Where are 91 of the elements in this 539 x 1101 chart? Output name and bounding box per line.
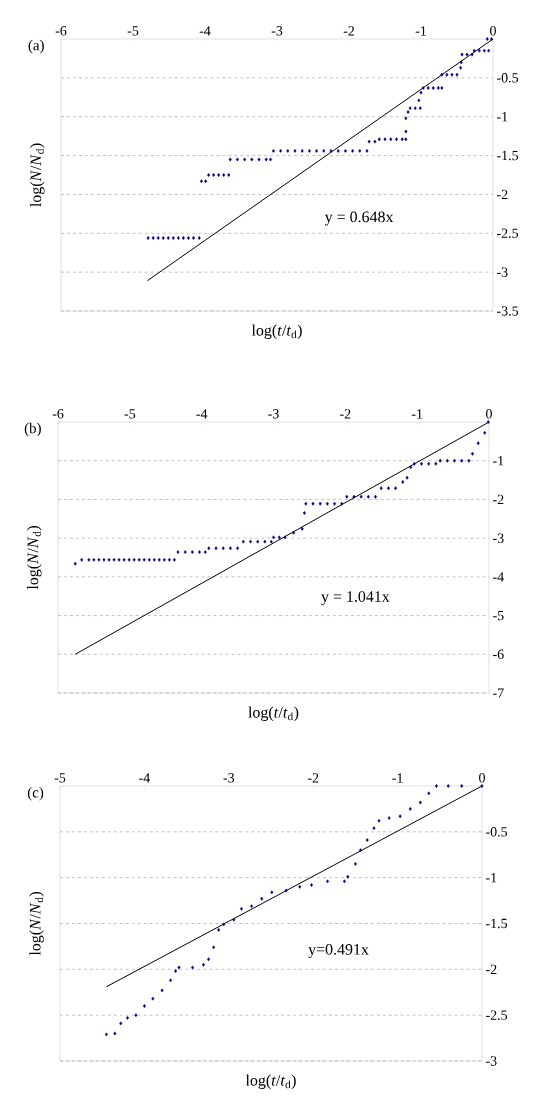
point [427, 791, 431, 796]
y-tick-label: -3 [497, 267, 508, 277]
chart-title: (b) [24, 422, 41, 437]
x-tick-label: -6 [52, 409, 64, 419]
point [134, 1013, 138, 1018]
annotation: y=0.491x [308, 943, 369, 959]
x-tick-label: -1 [411, 409, 423, 419]
point [372, 826, 376, 831]
point [126, 1016, 129, 1020]
point [346, 874, 350, 879]
point [434, 784, 438, 788]
y-tick-label: -1 [493, 456, 504, 466]
x-tick-label: -4 [139, 773, 150, 783]
point [160, 988, 164, 993]
x-tick-label: -5 [127, 26, 139, 36]
x-tick-label: -2 [340, 409, 351, 419]
point [298, 884, 302, 889]
point [174, 969, 178, 974]
y-tick-label: -7 [493, 688, 504, 698]
point [232, 917, 236, 922]
point [310, 883, 313, 887]
x-tick-label: -1 [415, 26, 426, 36]
x-tick-label: -5 [54, 773, 66, 783]
point [398, 814, 402, 819]
point [460, 784, 464, 788]
y-tick-label: -1 [497, 112, 508, 122]
point [358, 848, 362, 853]
point [250, 904, 254, 908]
x-tick-label: -3 [268, 409, 279, 419]
y-tick-label: -2 [486, 964, 497, 974]
x-tick-label: -4 [196, 409, 208, 419]
x-tick-label: -1 [392, 773, 403, 783]
y-tick-label: -1.5 [497, 150, 519, 161]
point [377, 818, 381, 823]
x-axis-title: log(t/t$_{d}$) [251, 324, 302, 339]
y-tick-label: -5 [493, 610, 504, 621]
point [217, 928, 221, 932]
x-tick-label: -6 [55, 26, 67, 36]
y-tick-label: -0.5 [497, 73, 519, 83]
y-tick-label: -2.5 [486, 1010, 508, 1020]
point [270, 890, 274, 895]
point [202, 962, 205, 967]
point [387, 816, 391, 820]
annotation: y = 0.648x [324, 211, 394, 226]
point [169, 978, 173, 983]
point [418, 800, 422, 805]
point [365, 838, 369, 842]
x-tick-label: -5 [124, 409, 136, 419]
point [119, 1021, 123, 1026]
point [446, 784, 450, 788]
x-tick-label: -2 [343, 26, 355, 36]
point [480, 784, 484, 788]
y-tick-label: -1 [486, 873, 497, 883]
point [239, 906, 243, 911]
y-tick-label: -2 [497, 189, 508, 200]
point [113, 1031, 117, 1036]
chart-title: (c) [27, 787, 44, 801]
point [207, 957, 211, 962]
x-tick-label: -3 [223, 773, 235, 783]
x-tick-label: 0 [486, 409, 492, 419]
y-tick-label: -0.5 [486, 827, 508, 837]
point [408, 807, 412, 811]
point [284, 888, 288, 893]
point [222, 922, 226, 927]
y-tick-label: -2 [493, 494, 504, 505]
point [151, 996, 155, 1001]
x-tick-label: 0 [479, 773, 485, 783]
x-tick-label: -2 [307, 773, 319, 783]
y-tick-label: -6 [493, 649, 504, 659]
point [260, 896, 264, 901]
point [326, 879, 330, 884]
y-tick-label: -1.5 [486, 918, 508, 929]
y-tick-label: -3 [486, 1056, 497, 1066]
x-tick-label: 0 [490, 26, 496, 36]
x-tick-label: -3 [271, 26, 283, 36]
point [212, 945, 216, 950]
annotation: y = 1.041x [321, 591, 390, 606]
point [177, 965, 181, 970]
point [353, 862, 357, 866]
chart-title: (a) [28, 39, 44, 54]
y-tick-label: -3 [493, 533, 504, 543]
x-tick-label: -4 [199, 26, 211, 36]
x-axis-title: log(t/t$_{d}$) [245, 1074, 296, 1089]
y-tick-label: -4 [493, 572, 504, 582]
point [104, 1032, 108, 1037]
y-tick-label: -2.5 [497, 228, 519, 239]
point [191, 965, 194, 970]
x-axis-title: log(t/t$_{d}$) [248, 706, 299, 721]
point [142, 1004, 146, 1008]
point [342, 879, 346, 884]
y-tick-label: -3.5 [497, 306, 519, 316]
